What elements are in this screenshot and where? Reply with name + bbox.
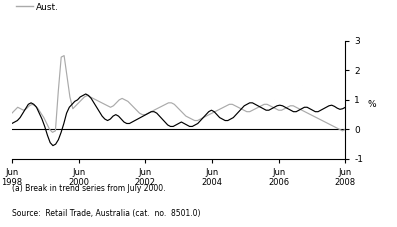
Text: (a) Break in trend series from July 2000.: (a) Break in trend series from July 2000…	[12, 184, 166, 193]
Legend: SA, Aust.: SA, Aust.	[16, 0, 59, 12]
Text: Source:  Retail Trade, Australia (cat.  no.  8501.0): Source: Retail Trade, Australia (cat. no…	[12, 209, 200, 218]
Y-axis label: %: %	[368, 100, 376, 109]
